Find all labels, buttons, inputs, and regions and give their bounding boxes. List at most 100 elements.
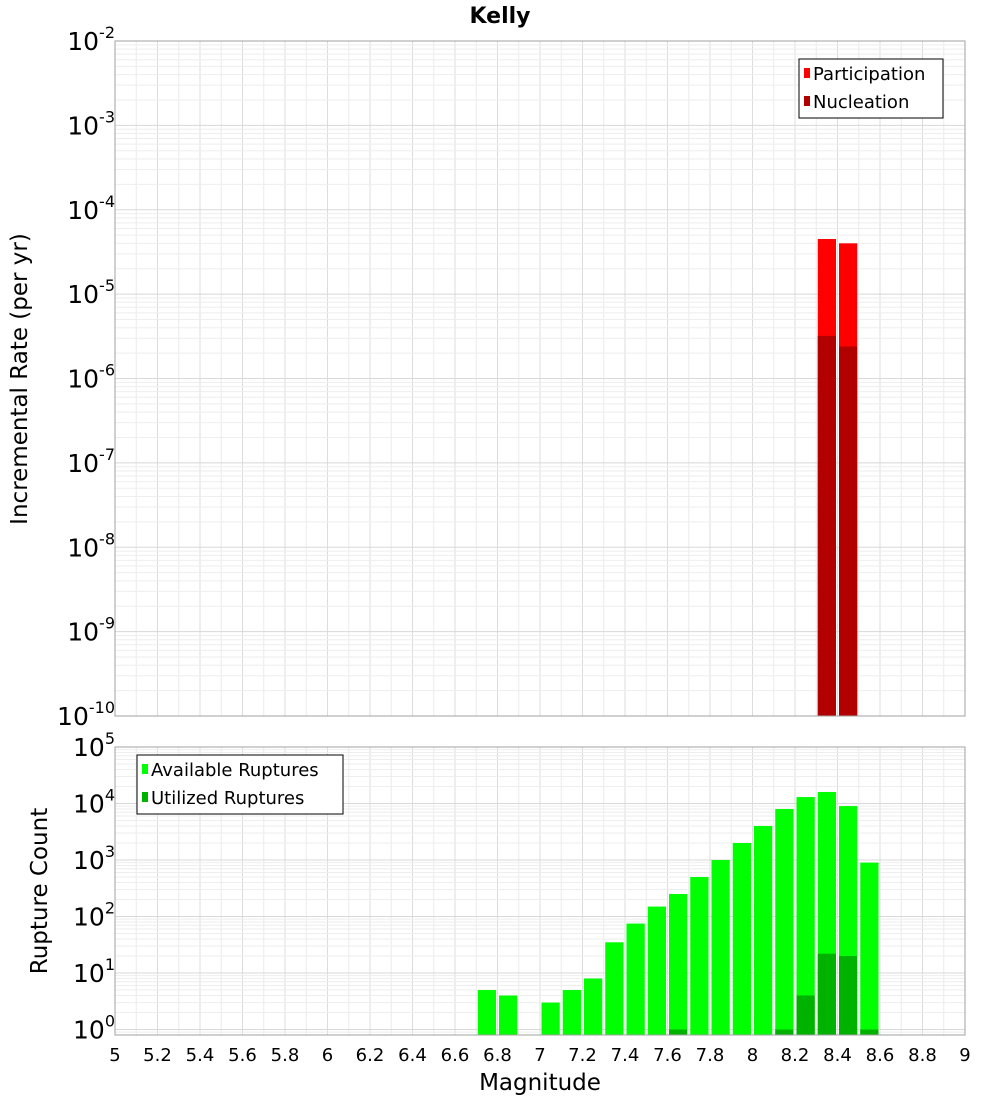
bottom-y-tick-exp: 5 [105, 729, 115, 748]
top-y-tick-exp: -4 [99, 192, 115, 211]
x-tick-label: 6.2 [356, 1045, 385, 1066]
top-legend-swatch [804, 68, 810, 78]
bottom-y-tick-label: 103 [73, 842, 115, 875]
top-y-tick-label: 10-10 [57, 698, 115, 731]
top-y-tick-exp: -6 [99, 361, 115, 380]
top-y-tick-label: 10-6 [67, 361, 115, 394]
bottom-y-tick-label: 105 [73, 729, 115, 762]
x-tick-label: 8.4 [823, 1045, 852, 1066]
bottom-legend-box [136, 754, 344, 815]
x-tick-label: 8.6 [866, 1045, 895, 1066]
top-legend: Participation Nucleation [798, 58, 944, 119]
top-y-tick-base: 10 [67, 196, 99, 225]
bottom-y-tick-label: 102 [73, 899, 115, 932]
bottom-legend: Available Ruptures Utilized Ruptures [136, 754, 344, 815]
top-y-tick-label: 10-7 [67, 445, 115, 478]
bottom-bar [541, 1002, 560, 1035]
top-y-tick-label: 10-5 [67, 276, 115, 309]
x-tick-label: 5.8 [271, 1045, 300, 1066]
bottom-plot-frame [114, 746, 966, 1036]
bottom-bar [796, 995, 815, 1035]
bottom-y-tick-base: 10 [73, 846, 105, 875]
x-tick-label: 8 [747, 1045, 758, 1066]
top-y-tick-label: 10-3 [67, 107, 115, 140]
bottom-y-tick-label: 101 [73, 955, 115, 988]
x-tick-label: 6.4 [398, 1045, 427, 1066]
bottom-bar [669, 1029, 688, 1035]
x-tick-label: 7.4 [611, 1045, 640, 1066]
top-y-tick-label: 10-9 [67, 614, 115, 647]
bottom-legend-label: Utilized Ruptures [151, 788, 304, 809]
x-tick-label: 5.4 [186, 1045, 215, 1066]
bottom-y-tick-base: 10 [73, 733, 105, 762]
top-y-tick-exp: -9 [99, 614, 115, 633]
top-y-tick-label: 10-4 [67, 192, 115, 225]
bottom-bar [860, 862, 879, 1035]
bottom-bar [754, 825, 773, 1035]
bottom-bar [562, 990, 581, 1035]
x-tick-label: 5 [109, 1045, 120, 1066]
bottom-bar [711, 860, 730, 1035]
bottom-y-tick-exp: 4 [105, 786, 115, 805]
bottom-series-1 [669, 953, 879, 1035]
bottom-bar [584, 978, 603, 1035]
x-tick-label: 7.6 [653, 1045, 682, 1066]
bottom-y-tick-exp: 2 [105, 899, 115, 918]
top-y-tick-base: 10 [67, 280, 99, 309]
top-y-tick-exp: -8 [99, 529, 115, 548]
bottom-bar [775, 808, 794, 1035]
top-legend-label: Nucleation [813, 92, 909, 113]
top-y-tick-base: 10 [67, 27, 99, 56]
top-legend-box [798, 58, 944, 119]
top-y-tick-base: 10 [67, 449, 99, 478]
bottom-legend-label: Available Ruptures [151, 760, 319, 781]
top-y-ticks: 10-210-310-410-510-610-710-810-910-10 [57, 23, 115, 731]
top-y-tick-base: 10 [67, 618, 99, 647]
top-bar [817, 335, 836, 716]
bottom-bar [605, 942, 624, 1035]
top-y-tick-base: 10 [57, 702, 89, 731]
bottom-y-tick-label: 104 [73, 786, 115, 819]
top-y-tick-exp: -7 [99, 445, 115, 464]
bottom-y-tick-base: 10 [73, 790, 105, 819]
bottom-legend-swatch [142, 764, 148, 774]
x-tick-label: 6 [322, 1045, 333, 1066]
bottom-bar [817, 953, 836, 1035]
bottom-y-axis-label: Rupture Count [27, 808, 53, 974]
bottom-y-tick-base: 10 [73, 959, 105, 988]
bottom-bar [775, 1029, 794, 1035]
top-legend-label: Participation [813, 64, 925, 85]
top-y-tick-exp: -5 [99, 276, 115, 295]
top-y-tick-exp: -3 [99, 107, 115, 126]
top-series-1 [817, 335, 858, 716]
bottom-bar [499, 995, 518, 1035]
top-y-tick-label: 10-2 [67, 23, 115, 56]
chart-title: Kelly [469, 4, 530, 29]
bottom-legend-swatch [142, 792, 148, 802]
bottom-bar [860, 1029, 879, 1035]
top-grid [114, 40, 966, 717]
x-tick-label: 7.8 [696, 1045, 725, 1066]
bottom-bar [477, 990, 496, 1035]
top-y-tick-exp: -2 [99, 23, 115, 42]
bottom-bar [796, 797, 815, 1035]
x-tick-label: 5.2 [143, 1045, 172, 1066]
x-tick-label: 7 [534, 1045, 545, 1066]
bottom-y-tick-base: 10 [73, 1016, 105, 1045]
x-axis-label: Magnitude [479, 1070, 601, 1096]
top-y-tick-base: 10 [67, 111, 99, 140]
bottom-bar [626, 923, 645, 1035]
top-y-axis-label: Incremental Rate (per yr) [7, 233, 33, 525]
x-tick-label: 9 [959, 1045, 970, 1066]
x-tick-label: 6.8 [483, 1045, 512, 1066]
bottom-bar [669, 894, 688, 1035]
bottom-y-tick-base: 10 [73, 903, 105, 932]
top-y-tick-exp: -10 [89, 698, 115, 717]
top-y-tick-label: 10-8 [67, 529, 115, 562]
bottom-bar [839, 956, 858, 1035]
top-bar [839, 346, 858, 716]
bottom-y-tick-exp: 1 [105, 955, 115, 974]
